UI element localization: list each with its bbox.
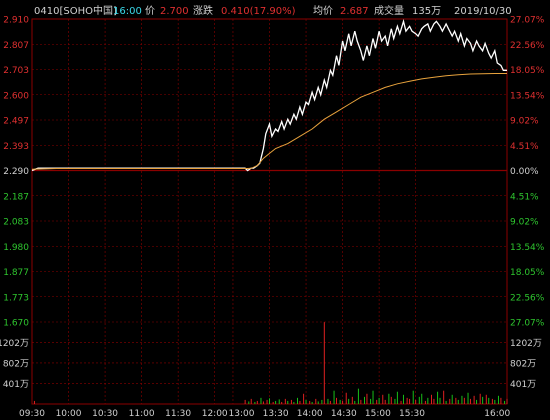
header-code-name: 0410[SOHO中国] (34, 4, 117, 17)
header-price-label: 价 (145, 5, 155, 17)
pct-tick-label: 9.02% (510, 117, 539, 127)
header-date: 2019/10/30 (454, 6, 512, 17)
pct-tick-label: 13.54% (510, 243, 545, 253)
time-tick-label: 10:00 (56, 409, 82, 419)
volume-bars (33, 322, 508, 404)
header-volume-label: 成交量 (374, 4, 404, 17)
avg-price-line (31, 73, 507, 170)
header-volume-value: 135万 (412, 6, 441, 17)
price-tick-label: 2.290 (3, 167, 29, 177)
volume-tick-label: 1202万 (0, 339, 29, 349)
time-tick-label: 11:00 (129, 409, 155, 419)
time-tick-label: 13:00 (229, 409, 255, 419)
price-tick-label: 2.910 (3, 16, 29, 26)
header-price-value: 2.700 (160, 6, 189, 17)
time-tick-label: 15:00 (365, 409, 391, 419)
pct-tick-label: 0.00% (510, 167, 539, 177)
pct-tick-label: 9.02% (510, 218, 539, 228)
price-tick-label: 1.670 (3, 319, 29, 329)
time-tick-label: 09:30 (19, 409, 45, 419)
pct-tick-label: 18.05% (510, 268, 545, 278)
header-change-value: 0.410(17.90%) (221, 6, 296, 17)
volume-tick-label: 1202万 (510, 339, 542, 349)
price-tick-label: 2.807 (3, 41, 29, 51)
pct-tick-label: 27.07% (510, 16, 545, 26)
pct-tick-label: 4.51% (510, 192, 539, 202)
header-avg-label: 均价 (313, 5, 333, 17)
pct-tick-label: 4.51% (510, 142, 539, 152)
time-tick-label: 13:30 (263, 409, 289, 419)
price-tick-label: 2.393 (3, 142, 29, 152)
time-tick-label: 16:00 (484, 409, 510, 419)
pct-tick-label: 27.07% (510, 319, 545, 329)
pct-tick-label: 13.54% (510, 91, 545, 101)
grid (31, 18, 508, 405)
price-tick-label: 2.600 (3, 91, 29, 101)
volume-tick-label: 401万 (510, 380, 536, 390)
volume-tick-label: 401万 (3, 380, 29, 390)
time-tick-label: 14:00 (297, 409, 323, 419)
price-tick-label: 2.083 (3, 218, 29, 228)
pct-tick-label: 18.05% (510, 66, 545, 76)
pct-tick-label: 22.56% (510, 41, 545, 51)
price-tick-label: 2.703 (3, 66, 29, 76)
price-tick-label: 2.187 (3, 192, 29, 202)
time-tick-label: 11:30 (165, 409, 191, 419)
header-avg-value: 2.687 (340, 6, 369, 17)
header-time: 16:00 (113, 6, 142, 17)
volume-tick-label: 802万 (3, 359, 29, 369)
price-tick-label: 1.877 (3, 268, 29, 278)
price-tick-label: 1.773 (3, 293, 29, 303)
header-change-label: 涨跌 (193, 4, 213, 17)
volume-tick-label: 802万 (510, 359, 536, 369)
time-tick-label: 12:00 (202, 409, 228, 419)
pct-tick-label: 22.56% (510, 293, 545, 303)
axis-ticks: 2.910 27.07% 2.807 22.56% 2.703 18.05% 2.600 13… (0, 16, 545, 420)
time-tick-label: 10:30 (92, 409, 118, 419)
price-tick-label: 2.497 (3, 117, 29, 127)
time-tick-label: 14:30 (331, 409, 357, 419)
price-tick-label: 1.980 (3, 243, 29, 253)
series-lines (31, 18, 507, 172)
header-bar: 0410[SOHO中国] 16:00 价 2.700 涨跌 0.410(17.9… (34, 4, 512, 17)
time-tick-label: 15:30 (399, 409, 425, 419)
